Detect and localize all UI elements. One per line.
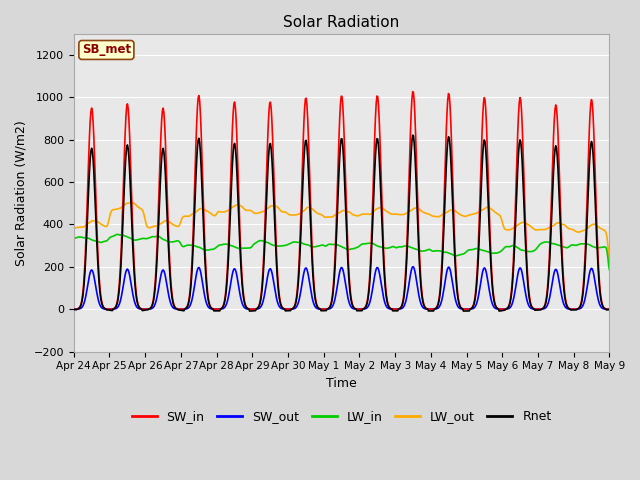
- SW_out: [135, 306, 143, 312]
- SW_out: [605, 306, 613, 312]
- Rnet: [218, 306, 225, 312]
- LW_out: [136, 205, 143, 211]
- LW_out: [79, 224, 87, 230]
- SW_out: [409, 264, 417, 270]
- SW_out: [406, 272, 414, 277]
- Line: LW_in: LW_in: [74, 234, 609, 270]
- SW_out: [218, 306, 225, 312]
- Rnet: [189, 249, 197, 254]
- SW_out: [70, 306, 77, 312]
- Title: Solar Radiation: Solar Radiation: [284, 15, 400, 30]
- SW_out: [189, 292, 197, 298]
- Line: LW_out: LW_out: [74, 203, 609, 260]
- Legend: SW_in, SW_out, LW_in, LW_out, Rnet: SW_in, SW_out, LW_in, LW_out, Rnet: [127, 406, 557, 428]
- SW_in: [189, 234, 197, 240]
- SW_in: [605, 306, 613, 312]
- Rnet: [409, 132, 417, 138]
- Y-axis label: Solar Radiation (W/m2): Solar Radiation (W/m2): [15, 120, 28, 265]
- SW_out: [423, 306, 431, 312]
- SW_in: [79, 283, 87, 289]
- LW_in: [70, 236, 77, 241]
- SW_out: [79, 302, 87, 308]
- SW_in: [70, 306, 77, 312]
- LW_in: [423, 247, 431, 253]
- Rnet: [406, 164, 414, 170]
- SW_in: [406, 129, 414, 134]
- LW_out: [408, 207, 415, 213]
- X-axis label: Time: Time: [326, 377, 357, 390]
- LW_in: [605, 267, 613, 273]
- LW_out: [70, 225, 77, 231]
- SW_in: [135, 303, 143, 309]
- Rnet: [605, 307, 613, 312]
- LW_in: [79, 235, 87, 240]
- Line: SW_out: SW_out: [74, 267, 609, 309]
- Rnet: [423, 306, 431, 312]
- SW_in: [409, 89, 417, 95]
- Rnet: [135, 303, 143, 309]
- LW_out: [423, 211, 431, 216]
- LW_in: [113, 231, 121, 237]
- LW_out: [128, 200, 136, 205]
- LW_out: [605, 257, 613, 263]
- LW_in: [190, 243, 198, 249]
- Line: SW_in: SW_in: [74, 92, 609, 309]
- Rnet: [79, 288, 87, 294]
- Line: Rnet: Rnet: [74, 135, 609, 311]
- LW_in: [136, 237, 143, 242]
- Rnet: [70, 307, 77, 312]
- SW_in: [423, 306, 431, 312]
- SW_in: [218, 306, 225, 312]
- Text: SB_met: SB_met: [82, 44, 131, 57]
- LW_in: [218, 242, 226, 248]
- LW_in: [408, 244, 415, 250]
- Rnet: [460, 308, 467, 314]
- LW_out: [190, 210, 198, 216]
- LW_out: [218, 209, 226, 215]
